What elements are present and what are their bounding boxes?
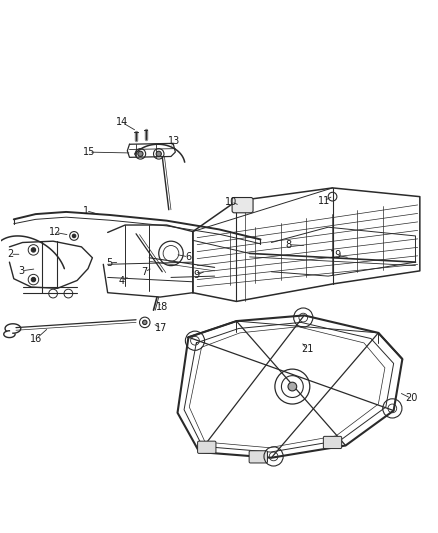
Circle shape — [138, 151, 143, 157]
Text: 4: 4 — [119, 276, 125, 286]
Text: 20: 20 — [405, 393, 417, 403]
Circle shape — [288, 382, 297, 391]
Circle shape — [31, 248, 35, 252]
Text: 16: 16 — [30, 334, 42, 344]
Text: 8: 8 — [285, 240, 291, 249]
Text: 11: 11 — [318, 196, 330, 206]
FancyBboxPatch shape — [232, 198, 253, 213]
Circle shape — [72, 234, 76, 238]
FancyBboxPatch shape — [249, 451, 268, 463]
Text: 9: 9 — [193, 270, 199, 280]
Text: 2: 2 — [7, 249, 14, 259]
Text: 5: 5 — [106, 258, 112, 268]
Text: 10: 10 — [225, 197, 237, 207]
Text: 6: 6 — [185, 252, 191, 262]
Text: 12: 12 — [49, 228, 61, 237]
Text: 14: 14 — [116, 117, 128, 127]
Circle shape — [31, 277, 35, 282]
Text: 1: 1 — [83, 206, 89, 216]
Text: 7: 7 — [141, 266, 148, 277]
Text: 15: 15 — [83, 147, 95, 157]
Circle shape — [143, 320, 147, 325]
Text: 19: 19 — [330, 250, 342, 260]
Text: 21: 21 — [301, 344, 313, 354]
FancyBboxPatch shape — [323, 437, 342, 449]
Text: 13: 13 — [168, 136, 180, 146]
Circle shape — [156, 151, 161, 157]
FancyBboxPatch shape — [198, 441, 216, 454]
Text: 3: 3 — [18, 266, 25, 276]
Text: 17: 17 — [155, 324, 168, 334]
Text: 18: 18 — [156, 302, 168, 312]
